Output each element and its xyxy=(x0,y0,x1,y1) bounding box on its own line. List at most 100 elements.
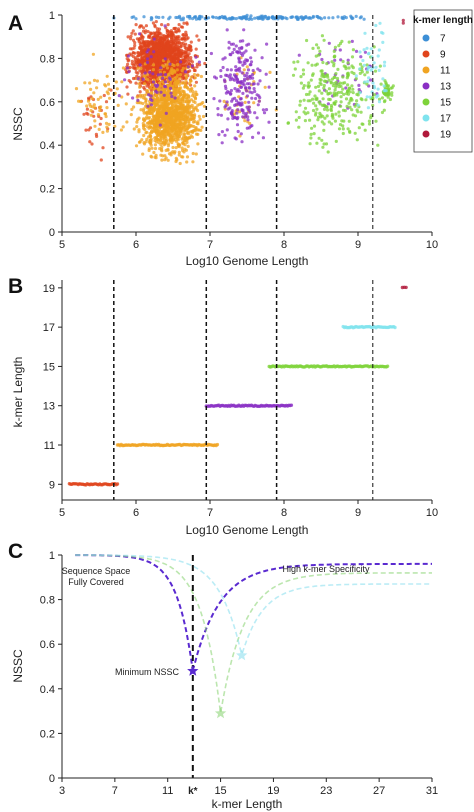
data-point-k11 xyxy=(166,148,170,152)
data-point-k11 xyxy=(197,114,201,118)
data-point-k13 xyxy=(297,53,301,57)
data-point-k11 xyxy=(152,129,156,133)
data-point-k11 xyxy=(142,118,146,122)
x-tick-label: 7 xyxy=(112,785,118,797)
data-point-k15 xyxy=(311,72,315,76)
data-point-k13 xyxy=(146,57,150,61)
data-point-k11 xyxy=(177,153,181,157)
data-point-k11 xyxy=(137,82,141,86)
data-point-k11 xyxy=(142,133,146,138)
data-point-k13 xyxy=(267,120,271,124)
data-point-k11 xyxy=(171,145,175,150)
data-point-k13 xyxy=(170,94,174,99)
data-point-k13 xyxy=(225,128,229,132)
data-point-k7 xyxy=(234,17,238,21)
data-point-k11 xyxy=(141,124,146,128)
data-point-k13 xyxy=(233,103,237,107)
data-point-k15 xyxy=(345,89,350,93)
legend-marker xyxy=(422,114,430,122)
data-point-k13 xyxy=(226,90,230,94)
data-point-k15 xyxy=(333,88,337,92)
data-point-k13 xyxy=(256,131,261,135)
data-point-k15 xyxy=(294,118,298,122)
data-point-k9 xyxy=(157,49,161,53)
data-point-k11 xyxy=(89,109,93,113)
legend-title: k-mer length xyxy=(413,15,473,26)
data-point-k9 xyxy=(137,39,141,44)
data-point-k7 xyxy=(336,15,340,19)
data-point-k17 xyxy=(362,48,366,52)
data-point-k11 xyxy=(157,131,162,136)
data-point-k11 xyxy=(170,117,174,121)
data-point-k11 xyxy=(163,98,167,102)
minimum-star xyxy=(214,707,227,719)
data-point-k15 xyxy=(298,99,302,103)
data-point-k17 xyxy=(376,87,380,91)
data-point-k13 xyxy=(229,42,233,46)
data-point-k15 xyxy=(341,75,345,79)
data-point-k17 xyxy=(356,103,360,107)
x-tick-label: 5 xyxy=(59,507,65,519)
data-point-k9 xyxy=(184,42,188,46)
data-point-k13 xyxy=(252,82,256,86)
data-point-k11 xyxy=(149,86,153,90)
data-point-k11 xyxy=(161,123,165,128)
nssc-curve xyxy=(75,554,432,713)
data-point-k15 xyxy=(311,97,315,101)
data-point-k11 xyxy=(145,130,149,134)
data-point-k11 xyxy=(181,103,185,107)
x-tick-label: 3 xyxy=(59,785,65,797)
data-point-k13 xyxy=(264,72,268,76)
data-point-k13 xyxy=(229,88,233,93)
data-point-k15 xyxy=(333,45,337,49)
data-point-k13 xyxy=(258,69,262,73)
data-point-k13 xyxy=(249,56,253,60)
data-point-k11 xyxy=(242,68,246,72)
data-point-k11 xyxy=(105,125,109,129)
data-point-k15 xyxy=(322,86,326,90)
data-point-k11 xyxy=(166,133,170,137)
data-point-k11 xyxy=(185,155,190,159)
data-point-k9 xyxy=(174,52,178,56)
data-point-k11 xyxy=(179,101,183,105)
data-point-k13 xyxy=(250,91,254,95)
data-point-k11 xyxy=(178,82,182,86)
panel-b: B 5 6 7 8 9 10 9 11 13 15 17 19 Log10 Genome Lengt… xyxy=(8,275,438,537)
data-point-k11 xyxy=(154,120,159,124)
data-point-k11 xyxy=(191,120,196,124)
panel-a-y-ticks: 0 0.2 0.4 0.6 0.8 1 xyxy=(40,10,62,239)
data-point-k13 xyxy=(186,65,190,69)
data-point-k11 xyxy=(167,94,171,98)
data-point-k15 xyxy=(380,110,384,115)
data-point-k11 xyxy=(119,128,123,132)
data-point-k13 xyxy=(252,87,256,91)
data-point-k15 xyxy=(346,83,350,87)
data-point-k7 xyxy=(261,17,265,21)
data-point-k11 xyxy=(192,73,197,77)
data-point-k15 xyxy=(350,108,354,112)
panel-a-letter: A xyxy=(8,12,23,35)
data-point-k13 xyxy=(223,133,227,137)
data-point-k7 xyxy=(327,16,331,20)
data-point-k13 xyxy=(238,97,242,101)
data-point-k15 xyxy=(333,119,337,123)
data-point-k15 xyxy=(315,43,319,47)
data-point-k11 xyxy=(181,124,186,128)
data-point-k11 xyxy=(160,145,164,149)
data-point-k11 xyxy=(185,117,189,122)
minimum-star xyxy=(187,665,199,676)
data-point-k13 xyxy=(246,115,250,119)
data-point-k13 xyxy=(250,96,254,100)
legend-marker xyxy=(422,98,430,106)
data-point-k11 xyxy=(178,73,183,77)
data-point-k13 xyxy=(242,51,246,55)
data-point-k9 xyxy=(192,68,196,73)
data-point-k15 xyxy=(348,105,352,109)
data-point-k15 xyxy=(316,84,321,88)
panel-a-x-ticks: 5 6 7 8 9 10 xyxy=(59,232,438,251)
panel-b-points xyxy=(67,285,408,487)
data-point-k15 xyxy=(388,97,392,102)
data-point-k15 xyxy=(356,110,360,114)
data-point-k11 xyxy=(181,141,185,145)
data-point-k17 xyxy=(378,21,382,25)
